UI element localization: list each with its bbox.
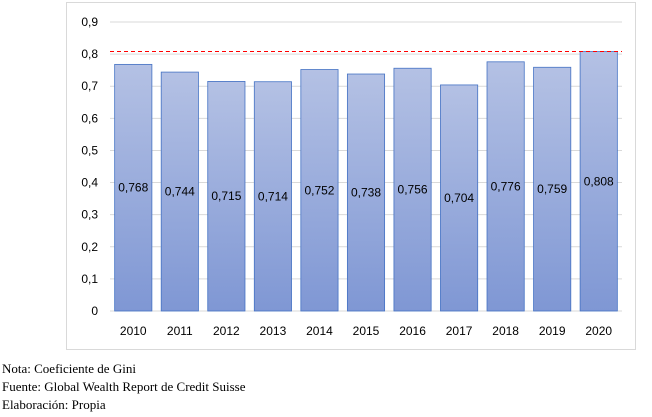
y-tick-label: 0 (91, 304, 98, 318)
source-text: Fuente: Global Wealth Report de Credit S… (2, 379, 246, 394)
credits-text: Elaboración: Propia (2, 397, 106, 412)
x-axis-ticks: 2010 2011 2012 2013 2014 2015 2016 2017 2018 2019… (120, 324, 612, 338)
data-labels: 0,768 0,744 0,715 0,714 0,752 0,738 0,756 0,704… (118, 174, 614, 205)
bar (114, 63, 153, 312)
y-tick-label: 0,6 (81, 111, 98, 125)
y-tick-label: 0,8 (81, 47, 98, 61)
bar (300, 69, 339, 312)
bar (393, 67, 432, 312)
x-tick-label: 2015 (353, 324, 380, 338)
data-label: 0,768 (118, 181, 148, 195)
chart-notes: Nota: Coeficiente de Gini Fuente: Global… (2, 360, 246, 414)
data-label: 0,715 (211, 189, 241, 203)
y-tick-label: 0,2 (81, 240, 98, 254)
chart-frame: 0 0,1 0,2 0,3 0,4 0,5 0,6 0,7 0,8 0,9 2010 2011 201… (66, 2, 636, 350)
data-label: 0,714 (258, 189, 288, 203)
y-tick-label: 0,4 (81, 176, 98, 190)
data-label: 0,752 (304, 183, 334, 197)
x-tick-label: 2017 (446, 324, 473, 338)
x-tick-label: 2013 (260, 324, 287, 338)
x-tick-label: 2016 (399, 324, 426, 338)
data-label: 0,756 (398, 183, 428, 197)
note-text: Nota: Coeficiente de Gini (2, 361, 136, 376)
bars (114, 51, 618, 312)
data-label: 0,759 (537, 182, 567, 196)
data-label: 0,738 (351, 186, 381, 200)
bar (253, 81, 292, 312)
bar (440, 84, 479, 312)
data-label: 0,704 (444, 191, 474, 205)
bar-chart: 00,10,20,30,40,50,60,70,80,9 2010 2011 201… (81, 15, 622, 338)
x-tick-label: 2018 (492, 324, 519, 338)
x-tick-label: 2011 (167, 324, 193, 338)
bar (346, 73, 386, 312)
bar (160, 71, 199, 312)
data-label: 0,808 (584, 174, 614, 188)
x-tick-label: 2020 (585, 324, 612, 338)
y-tick-label: 0,7 (81, 79, 98, 93)
y-tick-label: 0,5 (81, 143, 98, 157)
bar (533, 66, 572, 312)
x-tick-label: 2012 (213, 324, 240, 338)
x-tick-label: 2019 (539, 324, 566, 338)
bar (579, 51, 618, 312)
y-tick-label: 0,9 (81, 15, 98, 29)
x-tick-label: 2014 (306, 324, 333, 338)
bar (207, 81, 246, 312)
y-axis-ticks: 0 0,1 0,2 0,3 0,4 0,5 0,6 0,7 0,8 0,9 (81, 15, 98, 318)
y-tick-label: 0,1 (81, 272, 98, 286)
x-tick-label: 2010 (120, 324, 147, 338)
bar (486, 61, 525, 312)
y-tick-label: 0,3 (81, 208, 98, 222)
data-label: 0,776 (491, 179, 521, 193)
data-label: 0,744 (165, 185, 195, 199)
